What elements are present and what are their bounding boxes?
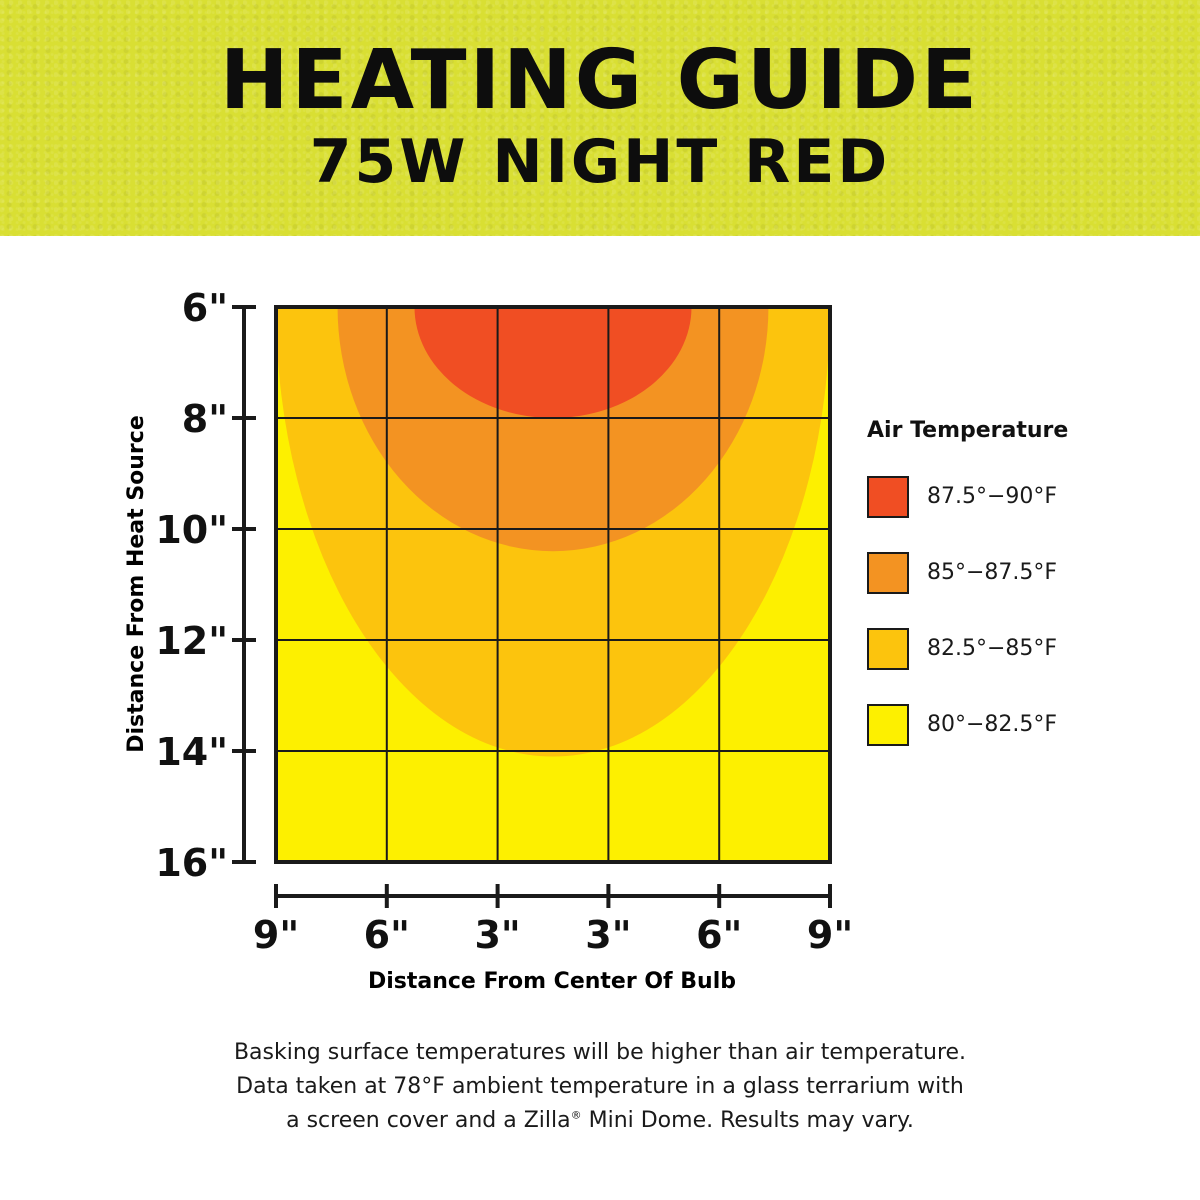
x-tick-label: 6"	[696, 913, 742, 957]
legend-label: 80°−82.5°F	[927, 712, 1058, 737]
legend-title: Air Temperature	[867, 418, 1069, 443]
x-tick-label: 9"	[807, 913, 853, 957]
legend-label: 85°−87.5°F	[927, 560, 1058, 585]
footnote: Basking surface temperatures will be hig…	[0, 1036, 1200, 1138]
y-tick-label: 16"	[155, 841, 228, 885]
legend-label: 87.5°−90°F	[927, 484, 1058, 509]
footnote-line-2: Data taken at 78°F ambient temperature i…	[236, 1074, 964, 1099]
x-tick-label: 9"	[253, 913, 299, 957]
page-title: HEATING GUIDE	[219, 33, 981, 128]
footnote-line-3: a screen cover and a Zilla® Mini Dome. R…	[0, 1104, 1200, 1138]
footnote-line-3b: Mini Dome. Results may vary.	[581, 1108, 914, 1133]
footnote-line-3a: a screen cover and a Zilla	[286, 1108, 571, 1133]
x-axis-label: Distance From Center Of Bulb	[368, 969, 736, 994]
header-banner	[0, 0, 1200, 236]
x-tick-label: 3"	[585, 913, 631, 957]
legend-swatch	[867, 628, 909, 670]
y-tick-label: 8"	[182, 397, 228, 441]
legend-swatch	[867, 552, 909, 594]
heat-zone-1	[414, 307, 692, 418]
y-tick-label: 6"	[182, 286, 228, 330]
x-tick-label: 6"	[364, 913, 410, 957]
plot-frame	[274, 305, 832, 864]
y-tick-label: 14"	[155, 730, 228, 774]
y-axis-label: Distance From Heat Source	[124, 415, 149, 753]
x-tick-label: 3"	[474, 913, 520, 957]
footnote-line-1: Basking surface temperatures will be hig…	[233, 1040, 967, 1065]
registered-mark: ®	[570, 1108, 582, 1122]
legend-swatch	[867, 476, 909, 518]
y-tick-label: 10"	[155, 508, 228, 552]
legend-swatch	[867, 704, 909, 746]
y-tick-label: 12"	[155, 619, 228, 663]
legend-label: 82.5°−85°F	[927, 636, 1058, 661]
page-subtitle: 75W NIGHT RED	[309, 127, 891, 197]
